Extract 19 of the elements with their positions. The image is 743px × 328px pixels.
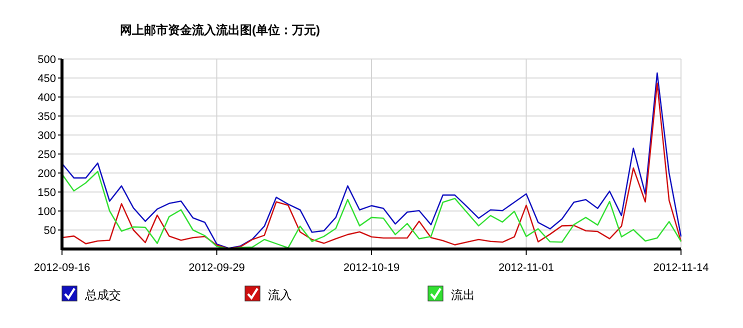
x-tick-label: 2012-09-16 — [34, 262, 90, 274]
x-tick-label: 2012-10-19 — [343, 262, 400, 274]
y-tick-label: 50 — [44, 225, 56, 237]
y-tick-label: 250 — [38, 149, 56, 161]
legend-label: 流出 — [451, 288, 475, 302]
y-tick-label: 500 — [38, 54, 56, 66]
y-tick-label: 350 — [38, 111, 56, 123]
x-tick-label: 2012-11-01 — [498, 262, 554, 274]
y-tick-label: 200 — [38, 168, 56, 180]
x-tick-label: 2012-09-29 — [188, 262, 245, 274]
y-tick-label: 150 — [38, 187, 56, 199]
legend-label: 流入 — [268, 288, 292, 302]
x-tick-label: 2012-11-14 — [653, 262, 709, 274]
y-tick-label: 450 — [38, 73, 56, 85]
chart-title: 网上邮市资金流入流出图(单位：万元) — [120, 23, 320, 37]
legend-label: 总成交 — [84, 288, 121, 302]
y-tick-label: 300 — [38, 130, 56, 142]
y-tick-label: 100 — [38, 206, 56, 218]
y-tick-label: 400 — [38, 92, 56, 104]
